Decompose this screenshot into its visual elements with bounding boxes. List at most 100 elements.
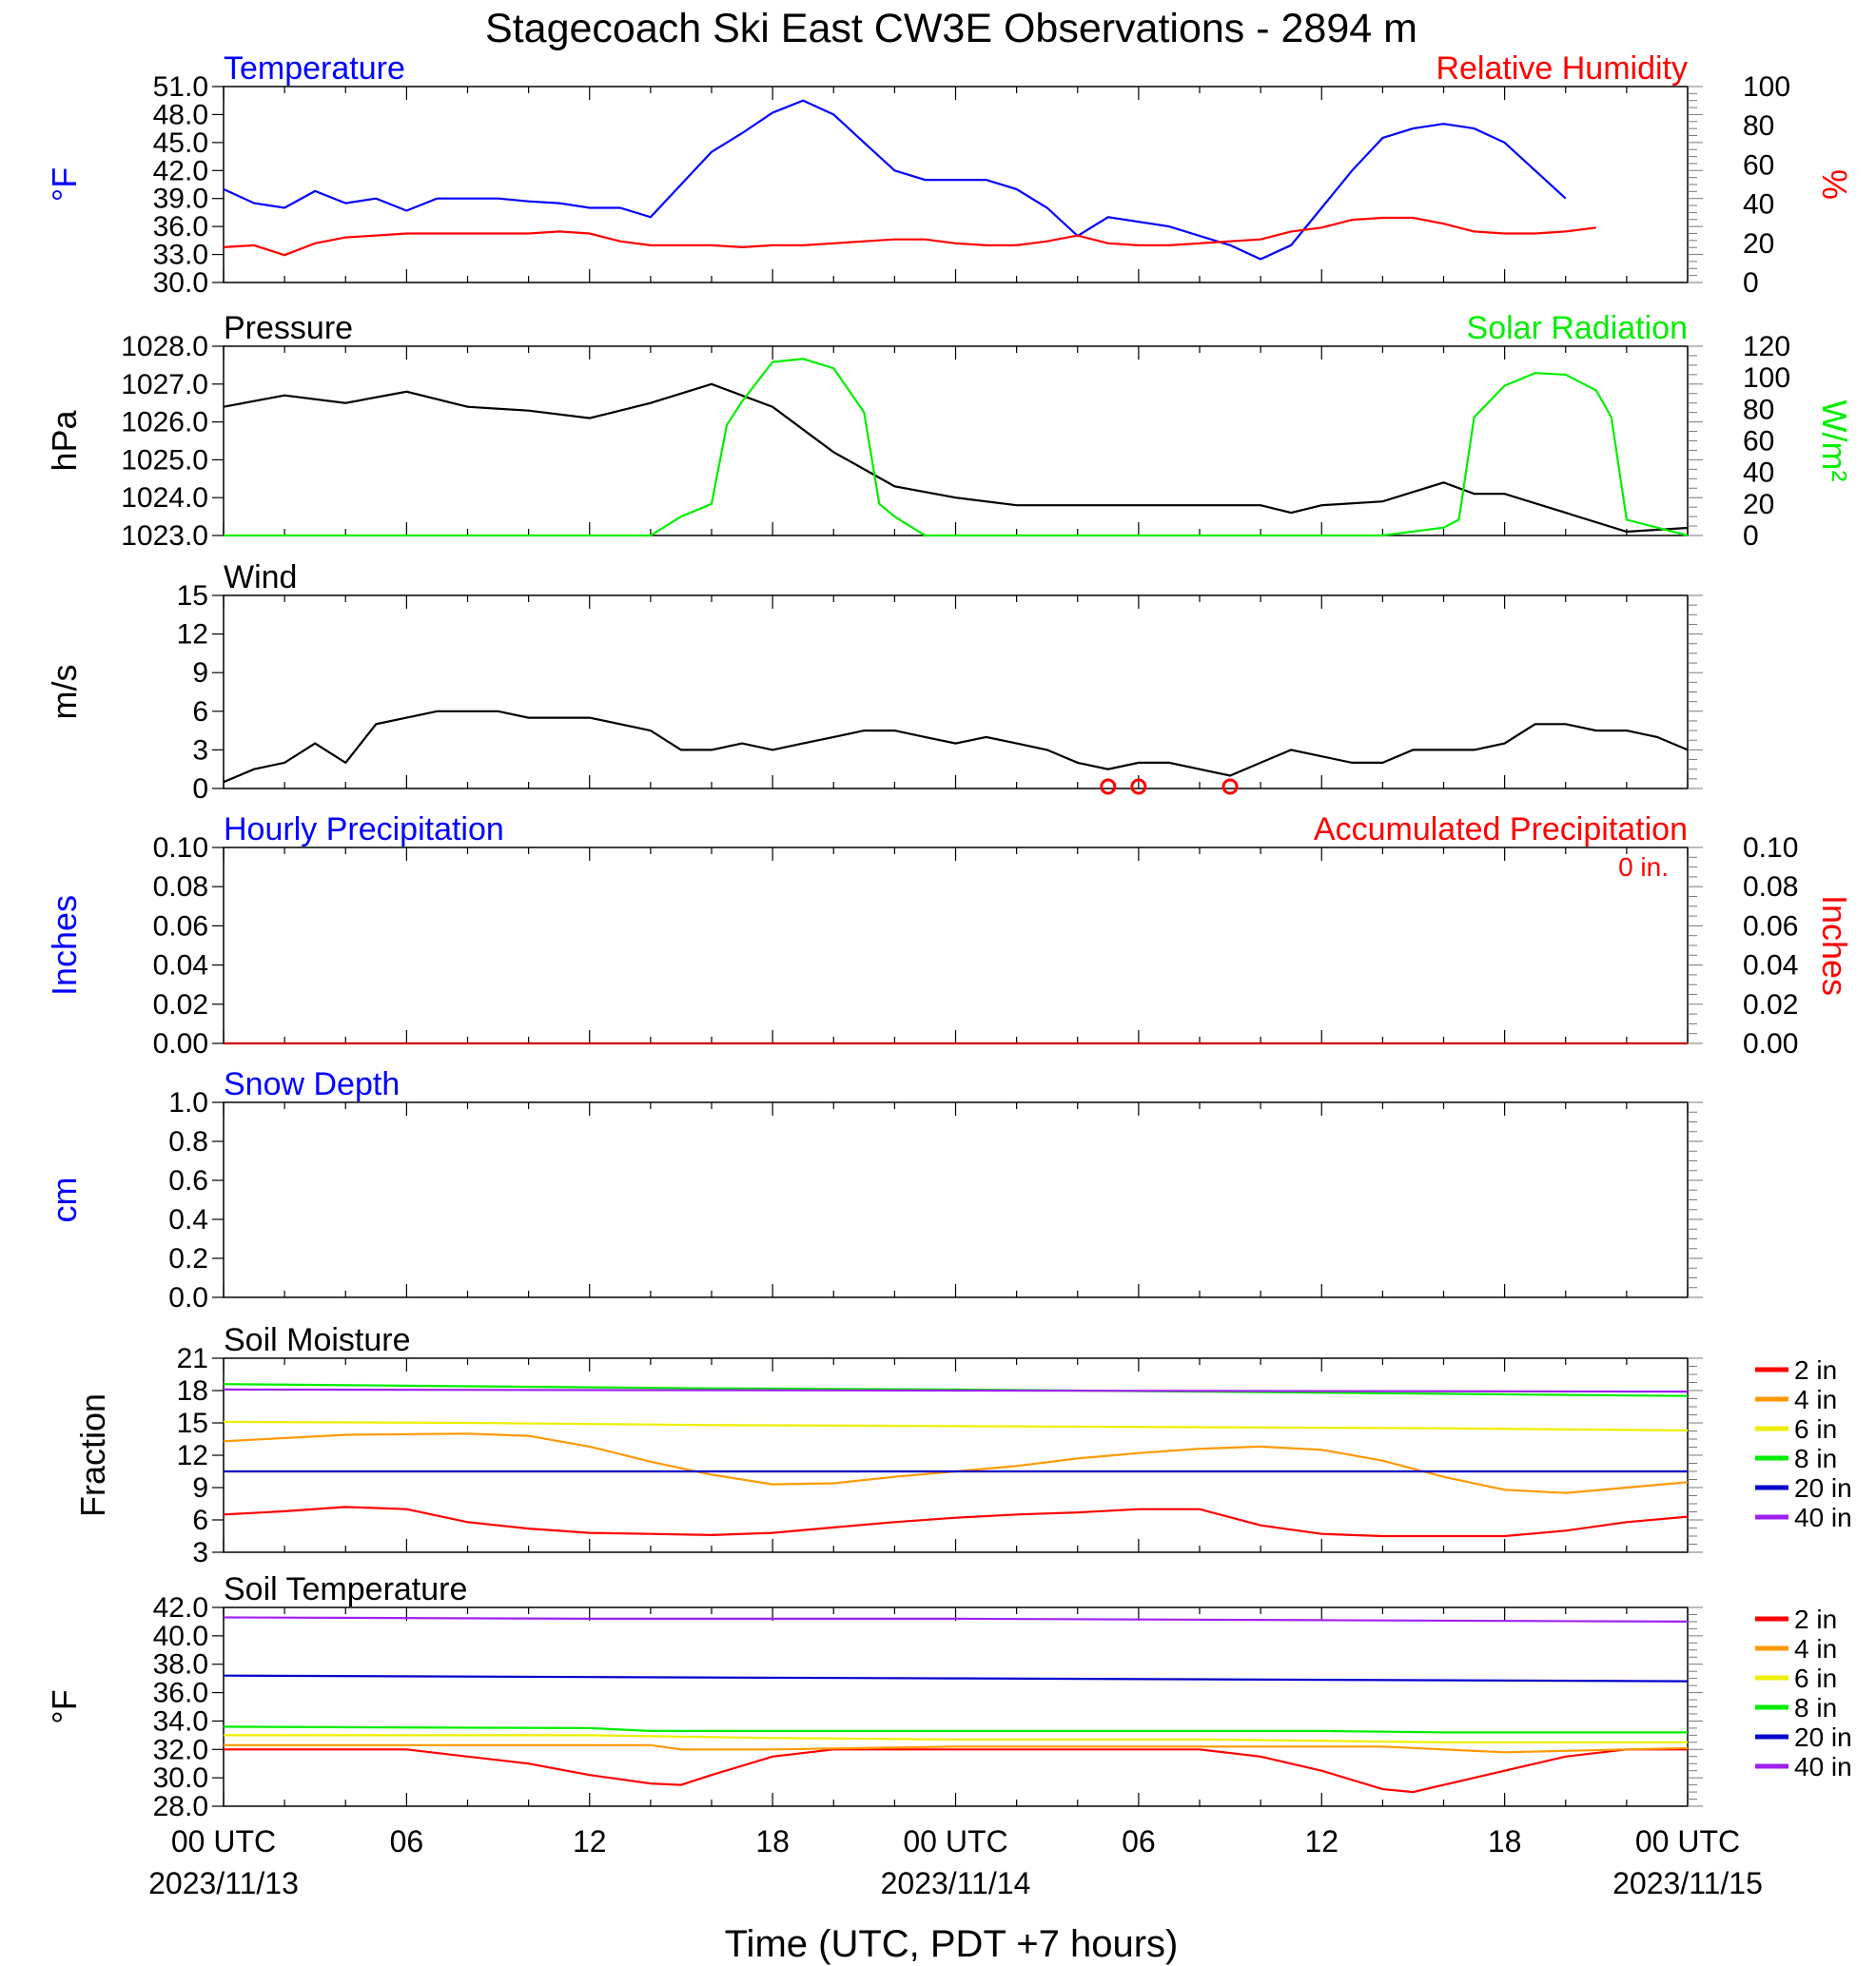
y-right-tick-label: 120 (1743, 331, 1790, 362)
y-tick-label: 9 (192, 1472, 208, 1504)
y-tick-label: 3 (192, 1537, 208, 1568)
panel-title-left: Soil Temperature (224, 1571, 467, 1607)
series-line-6-in (224, 1734, 1688, 1743)
y-right-tick-label: 20 (1743, 489, 1774, 520)
panel-title-left: Snow Depth (224, 1066, 400, 1102)
y-axis-label-left: Fraction (73, 1393, 112, 1517)
y-axis-label-right: Inches (1815, 895, 1854, 996)
legend-label: 2 in (1794, 1355, 1837, 1385)
y-tick-label: 18 (177, 1375, 208, 1407)
series-line-4-in (223, 1432, 1689, 1494)
x-tick-label: 12 (1304, 1824, 1339, 1859)
y-tick-label: 3 (192, 734, 208, 766)
y-right-tick-label: 100 (1743, 71, 1790, 103)
panels-group: 30.033.036.039.042.045.048.051.002040608… (45, 50, 1854, 1900)
legend-label: 8 in (1794, 1444, 1837, 1473)
plot-frame (223, 594, 1689, 789)
y-tick-label: 1023.0 (121, 520, 208, 552)
panel-title-right: Solar Radiation (1467, 310, 1688, 346)
plot-frame (223, 86, 1689, 283)
panel-snow-depth: 0.0 0.2 0.4 0.6 0.8 1.0 Snow Depth cm (45, 1066, 1703, 1314)
panel-soil-temperature: 28.030.032.034.036.038.040.042.0 Soil Tem… (45, 1571, 1852, 1900)
y-tick-label: 36.0 (153, 1678, 208, 1709)
calm-marker (1100, 778, 1117, 795)
y-tick-label: 36.0 (153, 211, 208, 243)
legend-label: 20 in (1794, 1723, 1852, 1752)
y-tick-label: 1.0 (168, 1087, 208, 1119)
panel-title-left: Pressure (224, 310, 353, 346)
y-axis-label-left: cm (45, 1178, 84, 1223)
y-right-tick-label: 40 (1743, 457, 1774, 489)
y-tick-label: 0.00 (153, 1028, 208, 1060)
y-right-tick-label: 0.02 (1743, 989, 1798, 1021)
x-tick-label: 00 UTC (903, 1824, 1007, 1859)
series-line-wind (223, 710, 1689, 784)
y-tick-label: 0.6 (168, 1165, 208, 1197)
y-tick-label: 0.8 (168, 1126, 208, 1158)
y-tick-label: 0.06 (153, 910, 208, 942)
series-line-temperature (223, 99, 1567, 261)
y-right-tick-label: 0.08 (1743, 871, 1798, 903)
y-tick-label: 34.0 (153, 1705, 208, 1737)
x-tick-label: 18 (1488, 1824, 1522, 1859)
y-tick-label: 38.0 (153, 1649, 208, 1681)
x-axis-label: Time (UTC, PDT +7 hours) (725, 1923, 1179, 1965)
y-tick-label: 1028.0 (121, 331, 208, 362)
legend-label: 4 in (1794, 1385, 1837, 1414)
y-tick-label: 42.0 (153, 155, 208, 186)
panel-pressure-solar: 1023.0 1024.0 1025.0 1026.0 1027.0 1028.0 0204… (45, 310, 1854, 552)
y-tick-label: 15 (177, 580, 208, 612)
y-tick-label: 1027.0 (121, 369, 208, 400)
y-axis-label-left: hPa (45, 409, 84, 471)
y-tick-label: 39.0 (153, 184, 208, 215)
y-tick-label: 0.04 (153, 950, 208, 982)
y-right-tick-label: 60 (1743, 149, 1774, 181)
y-tick-label: 1024.0 (121, 482, 208, 514)
panel-temperature-rh: 30.033.036.039.042.045.048.051.0 0 20 40 60 8… (45, 50, 1854, 299)
legend-label: 8 in (1794, 1693, 1837, 1723)
y-right-tick-label: 0.04 (1743, 950, 1798, 982)
series-line-4-in (224, 1743, 1689, 1754)
y-tick-label: 0.10 (153, 832, 208, 864)
series-line-40-in (223, 1388, 1689, 1393)
y-tick-label: 28.0 (153, 1791, 208, 1822)
y-right-tick-label: 0.00 (1743, 1028, 1798, 1060)
panel-title-left: Hourly Precipitation (224, 811, 504, 847)
y-tick-label: 32.0 (153, 1734, 208, 1765)
y-tick-label: 15 (177, 1408, 208, 1439)
legend-label: 6 in (1794, 1664, 1837, 1693)
y-right-tick-label: 100 (1743, 362, 1790, 394)
y-right-tick-label: 40 (1743, 189, 1774, 221)
y-right-tick-label: 0.06 (1743, 910, 1798, 942)
y-right-tick-label: 20 (1743, 228, 1774, 260)
series-line-6-in (223, 1420, 1689, 1431)
y-tick-label: 0.2 (168, 1243, 208, 1275)
series-line-2-in (224, 1748, 1688, 1794)
y-axis-label-left: °F (45, 167, 84, 202)
panel-annotation: 0 in. (1618, 852, 1669, 882)
y-axis-label-left: °F (45, 1689, 84, 1723)
y-tick-label: 1026.0 (121, 407, 208, 438)
y-tick-label: 51.0 (153, 71, 208, 103)
y-tick-label: 6 (192, 696, 208, 728)
legend-label: 20 in (1794, 1473, 1852, 1503)
panel-title-left: Soil Moisture (224, 1322, 411, 1358)
series-line-2-in (223, 1506, 1689, 1538)
y-right-tick-label: 0 (1743, 520, 1759, 552)
y-tick-label: 30.0 (153, 1762, 208, 1794)
legend-label: 40 in (1794, 1503, 1852, 1532)
y-axis-label-left: Inches (45, 895, 84, 996)
series-line-20-in (223, 1674, 1689, 1683)
panel-title-left: Wind (224, 559, 297, 595)
panel-title-right: Accumulated Precipitation (1314, 811, 1688, 847)
y-axis-label-right: W/m² (1815, 400, 1854, 482)
x-tick-label: 06 (390, 1824, 424, 1859)
y-right-tick-label: 0 (1743, 267, 1759, 299)
y-tick-label: 0 (192, 773, 208, 805)
plot-frame (223, 1101, 1689, 1298)
legend-label: 2 in (1794, 1605, 1837, 1634)
series-line-solar-radiation (224, 358, 1689, 537)
y-tick-label: 12 (177, 619, 208, 651)
